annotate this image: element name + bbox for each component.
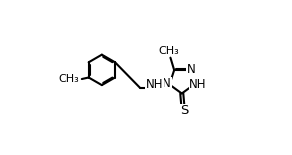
Text: CH₃: CH₃ xyxy=(58,74,79,84)
Text: CH₃: CH₃ xyxy=(159,46,180,56)
Text: NH: NH xyxy=(189,78,207,91)
Text: S: S xyxy=(180,104,188,117)
Text: NH: NH xyxy=(145,78,163,91)
Text: N: N xyxy=(162,77,171,90)
Text: N: N xyxy=(187,63,196,76)
